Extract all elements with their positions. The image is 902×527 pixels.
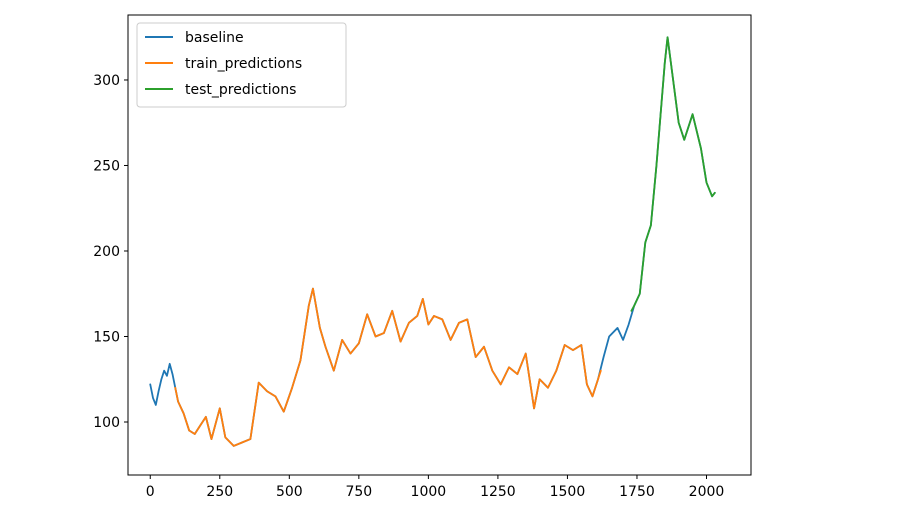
legend-box [136,22,347,108]
y-tick-label: 100 [93,415,120,431]
x-tick-label: 0 [146,484,155,500]
x-tick-label: 1250 [480,484,516,500]
plot-frame [127,14,752,476]
x-tick-label: 1000 [411,484,447,500]
x-tick-label: 750 [345,484,372,500]
y-axis: 100 150 200 250 300 [93,73,128,431]
y-tick-label: 300 [93,73,120,89]
legend-label-test-predictions: test_predictions [185,82,296,98]
x-tick-label: 1750 [619,484,655,500]
x-axis: 0 250 500 750 1000 1250 1500 1750 2000 [146,475,725,500]
y-tick-label: 150 [93,329,120,345]
legend-label-baseline: baseline [185,30,244,46]
series-line-train-predictions [174,287,602,447]
series-layer [149,36,716,447]
series-line-test-predictions [630,36,716,312]
legend: baseline train_predictions test_prediction… [136,22,347,108]
legend-label-train-predictions: train_predictions [185,56,302,72]
y-tick-label: 200 [93,244,120,260]
x-tick-label: 2000 [689,484,725,500]
x-tick-label: 250 [206,484,233,500]
x-tick-label: 1500 [550,484,586,500]
y-tick-label: 250 [93,158,120,174]
x-tick-label: 500 [276,484,303,500]
